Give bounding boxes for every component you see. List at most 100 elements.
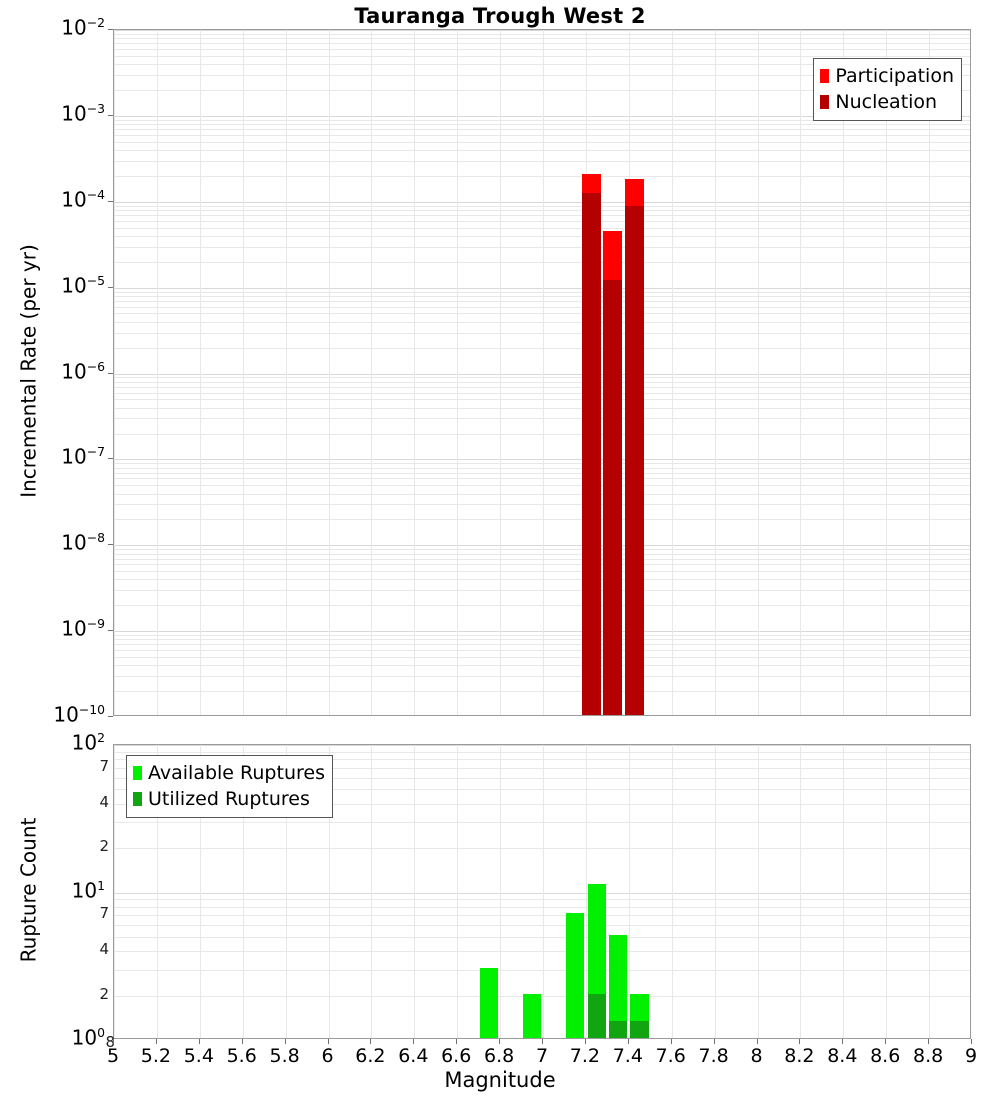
bar-utilized-ruptures-4 xyxy=(608,1021,628,1038)
x-tick-mark-9 xyxy=(499,1039,501,1044)
legend-bottom: Available Ruptures Utilized Ruptures xyxy=(126,755,333,818)
y-tick-mark-top-8 xyxy=(108,716,113,717)
y-tick-label-top-4: 10−6 xyxy=(61,358,105,384)
x-tick-label-1: 5.2 xyxy=(140,1045,171,1067)
x-tick-mark-16 xyxy=(799,1039,801,1044)
x-tick-mark-2 xyxy=(198,1039,200,1044)
bar-nucleation-2 xyxy=(624,205,644,715)
x-tick-label-15: 8 xyxy=(750,1045,763,1067)
x-tick-label-8: 6.6 xyxy=(441,1045,472,1067)
grid-lines-top xyxy=(114,30,970,715)
y-tick-label-top-2: 10−4 xyxy=(61,186,105,212)
y-tick-minor-bottom-4: 4 xyxy=(99,940,109,959)
x-tick-mark-13 xyxy=(670,1039,672,1044)
legend-label-participation: Participation xyxy=(835,64,954,87)
y-tick-label-top-5: 10−7 xyxy=(61,444,105,470)
legend-label-nucleation: Nucleation xyxy=(835,90,938,113)
x-tick-mark-14 xyxy=(713,1039,715,1044)
y-tick-mark-top-2 xyxy=(108,200,113,202)
x-tick-mark-3 xyxy=(241,1039,243,1044)
legend-item-utilized-ruptures[interactable]: Utilized Ruptures xyxy=(133,786,325,812)
x-tick-mark-5 xyxy=(327,1039,329,1044)
legend-item-participation[interactable]: Participation xyxy=(820,63,954,89)
y-tick-minor-bottom-5: 2 xyxy=(99,984,109,1003)
legend-item-nucleation[interactable]: Nucleation xyxy=(820,89,954,115)
bar-available-ruptures-2 xyxy=(566,913,585,1038)
legend-swatch-participation xyxy=(820,69,830,83)
y-tick-label-top-7: 10−9 xyxy=(61,616,105,641)
y-tick-minor-bottom-2: 2 xyxy=(99,837,109,856)
x-tick-label-0: 5 xyxy=(106,1045,120,1067)
x-tick-mark-10 xyxy=(542,1039,543,1044)
x-tick-label-10: 7 xyxy=(535,1045,549,1067)
x-tick-label-18: 8.6 xyxy=(870,1045,901,1067)
x-tick-label-17: 8.4 xyxy=(827,1045,858,1067)
x-tick-mark-6 xyxy=(370,1039,372,1044)
y-tick-mark-top-6 xyxy=(108,544,113,546)
bar-series-top xyxy=(114,30,970,715)
y-tick-label-top-3: 10−5 xyxy=(61,272,105,298)
y-tick-label-top-8: 10−10 xyxy=(53,702,105,727)
x-tick-mark-4 xyxy=(284,1039,286,1044)
legend-label-utilized-ruptures: Utilized Ruptures xyxy=(148,787,310,810)
x-tick-mark-1 xyxy=(155,1039,157,1044)
legend-swatch-available-ruptures xyxy=(133,766,142,780)
y-tick-mark-top-0 xyxy=(108,29,113,30)
x-tick-mark-17 xyxy=(842,1039,844,1044)
x-tick-mark-0 xyxy=(113,1039,114,1044)
incremental-rate-plot: Participation Nucleation xyxy=(113,29,971,716)
x-axis-label: Magnitude xyxy=(444,1068,556,1092)
y-tick-mark-top-5 xyxy=(108,458,113,460)
x-tick-label-11: 7.2 xyxy=(569,1045,600,1067)
y-tick-label-top-1: 10−3 xyxy=(61,100,105,126)
x-tick-label-14: 7.8 xyxy=(698,1045,729,1067)
y-tick-minor-bottom-8: 8 xyxy=(105,1033,115,1051)
y-tick-label-bottom-0: 102 xyxy=(71,730,105,755)
legend-label-available-ruptures: Available Ruptures xyxy=(148,761,325,784)
y-tick-mark-top-3 xyxy=(108,286,113,288)
bar-utilized-ruptures-3 xyxy=(587,993,606,1038)
y-tick-minor-bottom-1: 4 xyxy=(99,792,109,811)
bar-available-ruptures-0 xyxy=(480,967,499,1038)
bar-available-ruptures-4 xyxy=(608,934,628,1038)
page-title: Tauranga Trough West 2 xyxy=(354,4,646,28)
x-tick-mark-7 xyxy=(413,1039,415,1044)
y-tick-label-top-6: 10−8 xyxy=(61,530,105,555)
bar-nucleation-1 xyxy=(603,280,623,715)
legend-swatch-utilized-ruptures xyxy=(133,792,142,806)
x-tick-label-20: 9 xyxy=(964,1045,978,1067)
x-tick-label-3: 5.6 xyxy=(226,1045,257,1067)
x-tick-mark-19 xyxy=(928,1039,930,1044)
y-tick-minor-bottom-0: 7 xyxy=(99,756,109,775)
x-tick-mark-20 xyxy=(971,1039,972,1044)
x-tick-label-6: 6.2 xyxy=(355,1045,386,1067)
x-tick-label-19: 8.8 xyxy=(912,1045,944,1067)
legend-item-available-ruptures[interactable]: Available Ruptures xyxy=(133,760,325,786)
grid-lines-bottom xyxy=(114,745,970,1038)
x-tick-mark-8 xyxy=(456,1039,458,1044)
x-tick-label-12: 7.4 xyxy=(612,1045,643,1067)
legend-top: Participation Nucleation xyxy=(813,58,962,121)
x-tick-mark-18 xyxy=(885,1039,887,1044)
bar-utilized-ruptures-5 xyxy=(630,1021,649,1038)
x-tick-label-13: 7.6 xyxy=(655,1045,686,1067)
legend-swatch-nucleation xyxy=(820,95,830,109)
y-tick-minor-bottom-3: 7 xyxy=(99,904,109,923)
x-tick-label-5: 6 xyxy=(321,1045,334,1067)
y-tick-mark-top-1 xyxy=(108,114,113,116)
rupture-count-plot: Available Ruptures Utilized Ruptures xyxy=(113,744,971,1039)
y-tick-label-bottom-2: 100 xyxy=(71,1025,105,1050)
x-tick-mark-12 xyxy=(627,1039,629,1044)
x-tick-label-9: 6.8 xyxy=(483,1045,515,1067)
bar-available-ruptures-1 xyxy=(523,993,542,1038)
x-tick-label-4: 5.8 xyxy=(269,1045,300,1067)
y-tick-label-bottom-1: 101 xyxy=(71,877,105,903)
bar-nucleation-0 xyxy=(581,192,601,715)
x-tick-mark-15 xyxy=(756,1039,758,1044)
x-tick-label-16: 8.2 xyxy=(784,1045,815,1067)
x-tick-mark-11 xyxy=(584,1039,586,1044)
bar-series-bottom xyxy=(114,745,970,1038)
x-tick-label-2: 5.4 xyxy=(183,1045,214,1067)
y-tick-mark-top-4 xyxy=(108,372,113,374)
